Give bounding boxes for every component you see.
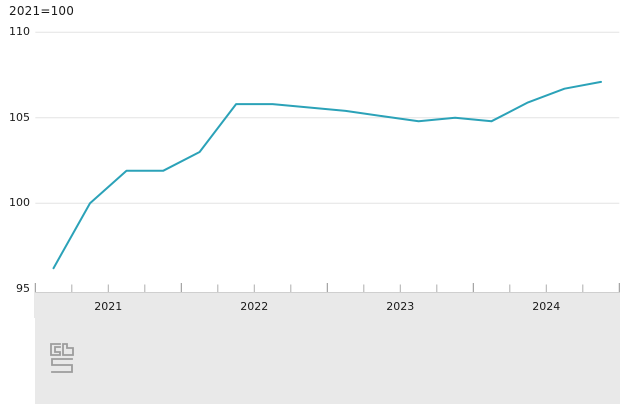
chart-title: 2021=100 — [9, 4, 75, 18]
x-axis-year-label-2022: 2022 — [240, 300, 269, 313]
x-axis-year-label-2021: 2021 — [94, 300, 123, 313]
cbs-logo-s — [51, 358, 73, 373]
x-axis-year-label-2023: 2023 — [386, 300, 415, 313]
cbs-logo-icon — [50, 343, 74, 373]
y-axis-label-95: 95 — [16, 281, 30, 295]
cbs-logo-c — [50, 343, 61, 356]
data-line-series — [52, 80, 602, 270]
y-axis-label-110: 110 — [9, 25, 30, 39]
y-axis-label-100: 100 — [9, 196, 30, 210]
y-axis-label-105: 105 — [9, 110, 30, 124]
cbs-logo-b — [62, 343, 74, 356]
x-axis-band — [35, 292, 620, 404]
x-axis-year-label-2024: 2024 — [532, 300, 561, 313]
